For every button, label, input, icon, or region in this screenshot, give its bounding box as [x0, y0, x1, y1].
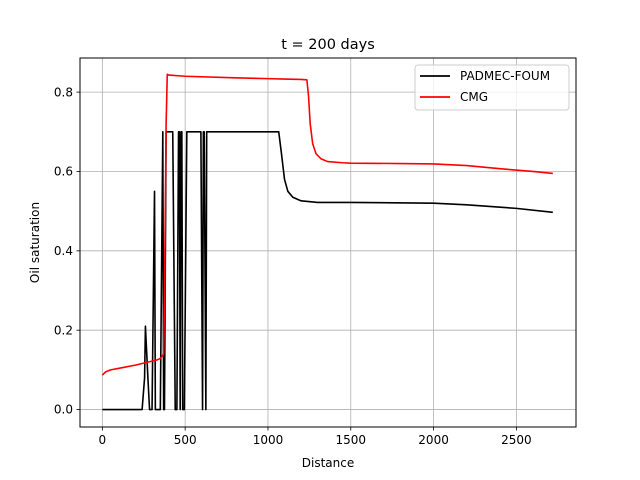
legend: PADMEC-FOUM CMG	[414, 64, 570, 111]
y-tick-label: 0.8	[54, 85, 73, 99]
x-tick-label: 2000	[418, 433, 449, 447]
y-tick-label: 0.6	[54, 165, 73, 179]
axes-frame	[79, 57, 577, 428]
legend-label-padmec-foum: PADMEC-FOUM	[460, 69, 550, 83]
legend-label-cmg: CMG	[460, 90, 488, 104]
y-tick-label: 0.0	[54, 403, 73, 417]
series-line-padmec-foum	[102, 131, 553, 411]
x-tick-label: 1500	[335, 433, 366, 447]
x-tick-label: 0	[99, 433, 107, 447]
y-tick-label: 0.2	[54, 323, 73, 337]
tick-marks: 0 500 1000 1500 2000 2500 0.0 0.2 0.4 0.6 0.8	[54, 85, 532, 447]
y-tick-label: 0.4	[54, 244, 73, 258]
chart-title: t = 200 days	[281, 37, 375, 53]
series-lines	[101, 73, 553, 411]
series-line-cmg	[101, 73, 553, 376]
x-tick-label: 1000	[253, 433, 284, 447]
legend-box	[414, 64, 570, 111]
x-tick-label: 2500	[501, 433, 532, 447]
x-tick-label: 500	[174, 433, 197, 447]
x-axis-label: Distance	[302, 456, 354, 470]
y-axis-label: Oil saturation	[28, 202, 42, 283]
